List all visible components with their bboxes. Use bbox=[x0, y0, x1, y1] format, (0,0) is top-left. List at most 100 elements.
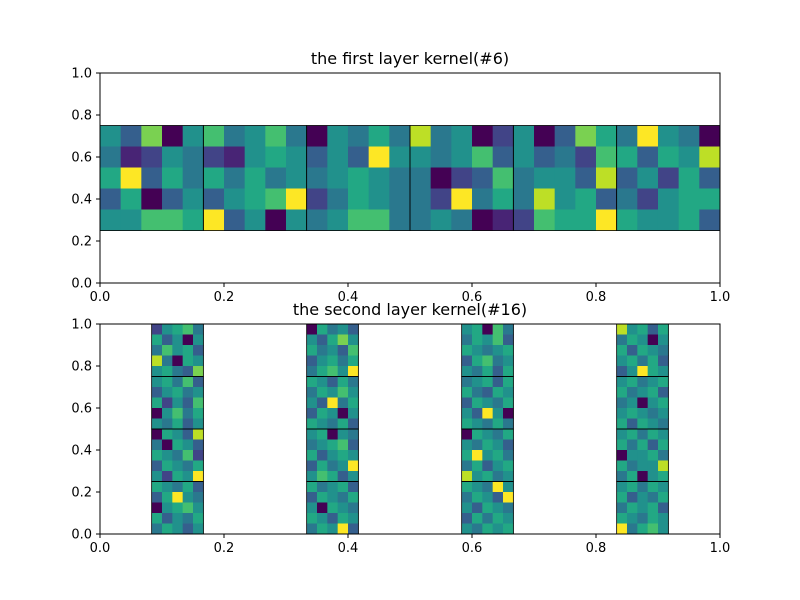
heatmap-cell bbox=[503, 418, 514, 430]
heatmap-cell bbox=[193, 418, 204, 430]
heatmap-cell bbox=[647, 418, 659, 430]
heatmap-cell bbox=[172, 450, 184, 461]
heatmap-cell bbox=[637, 492, 649, 503]
heatmap-cell bbox=[151, 450, 163, 461]
heatmap-cell bbox=[657, 209, 680, 231]
heatmap-cell bbox=[647, 460, 659, 472]
heatmap-cell bbox=[492, 439, 504, 451]
heatmap-cell bbox=[182, 460, 194, 472]
heatmap-cell bbox=[410, 146, 432, 168]
heatmap-cell bbox=[616, 481, 628, 493]
heatmap-cell bbox=[616, 450, 628, 461]
heatmap-cell bbox=[492, 418, 504, 430]
heatmap-cell bbox=[306, 492, 318, 503]
heatmap-cell bbox=[471, 366, 483, 377]
heatmap-cell bbox=[575, 188, 597, 210]
heatmap-cell bbox=[337, 471, 349, 482]
heatmap-cell bbox=[368, 167, 390, 189]
heatmap-cell bbox=[492, 429, 504, 440]
heatmap-cell bbox=[368, 188, 390, 210]
heatmap-cell bbox=[348, 460, 359, 472]
heatmap-cell bbox=[658, 439, 669, 451]
x-tick-label: 0.6 bbox=[462, 290, 483, 305]
heatmap-cell bbox=[161, 513, 173, 524]
heatmap-cell bbox=[647, 397, 659, 409]
heatmap-cell bbox=[161, 418, 173, 430]
heatmap-cell bbox=[172, 324, 184, 335]
heatmap-cell bbox=[637, 471, 649, 482]
heatmap-cell bbox=[337, 366, 349, 377]
heatmap-cell bbox=[503, 481, 514, 493]
heatmap-cell bbox=[626, 492, 638, 503]
heatmap-cell bbox=[461, 460, 473, 472]
heatmap-cell bbox=[482, 471, 494, 482]
heatmap-cell bbox=[482, 523, 494, 535]
heatmap-cell bbox=[658, 513, 669, 524]
heatmap-cell bbox=[182, 450, 194, 461]
heatmap-cell bbox=[172, 355, 184, 367]
heatmap-cell bbox=[151, 324, 163, 335]
heatmap-cell bbox=[182, 345, 194, 356]
heatmap-cell bbox=[430, 188, 452, 210]
heatmap-cell bbox=[647, 471, 659, 482]
heatmap-cell bbox=[203, 188, 225, 210]
heatmap-cell bbox=[554, 125, 576, 147]
x-tick-label: 0.4 bbox=[338, 541, 359, 556]
heatmap-cell bbox=[120, 146, 142, 168]
heatmap-cell bbox=[471, 345, 483, 356]
heatmap-cell bbox=[327, 460, 339, 472]
heatmap-cell bbox=[161, 450, 173, 461]
heatmap-cell bbox=[503, 450, 514, 461]
heatmap-cell bbox=[193, 387, 204, 398]
heatmap-cell bbox=[451, 209, 473, 231]
heatmap-cell bbox=[172, 397, 184, 409]
heatmap-cell bbox=[285, 188, 308, 210]
heatmap-cell bbox=[327, 209, 349, 231]
heatmap-cell bbox=[492, 513, 504, 524]
heatmap-cell bbox=[327, 334, 339, 346]
heatmap-cell bbox=[161, 471, 173, 482]
heatmap-cell bbox=[658, 460, 669, 472]
heatmap-cell bbox=[503, 513, 514, 524]
heatmap-cell bbox=[616, 345, 628, 356]
heatmap-cell bbox=[161, 523, 173, 535]
heatmap-cell bbox=[461, 366, 473, 377]
heatmap-cell bbox=[410, 188, 432, 210]
heatmap-cell bbox=[348, 439, 359, 451]
heatmap-cell bbox=[327, 324, 339, 335]
heatmap-cell bbox=[224, 209, 246, 231]
heatmap-cell bbox=[151, 397, 163, 409]
heatmap-cell bbox=[151, 376, 163, 388]
plot-frame bbox=[99, 323, 721, 535]
heatmap-cell bbox=[161, 429, 173, 440]
heatmap-cell bbox=[327, 523, 339, 535]
heatmap-cell bbox=[316, 471, 328, 482]
heatmap-cell bbox=[482, 450, 494, 461]
heatmap-cell bbox=[616, 397, 628, 409]
heatmap-cell bbox=[100, 167, 122, 189]
heatmap-cell bbox=[151, 429, 163, 440]
heatmap-cell bbox=[471, 450, 483, 461]
heatmap-cell bbox=[616, 188, 638, 210]
heatmap-cell bbox=[327, 345, 339, 356]
heatmap-cell bbox=[482, 355, 494, 367]
heatmap-cell bbox=[348, 471, 359, 482]
heatmap-cell bbox=[172, 523, 184, 535]
heatmap-cell bbox=[348, 376, 359, 388]
heatmap-cell bbox=[513, 167, 535, 189]
heatmap-cell bbox=[626, 397, 638, 409]
heatmap-cell bbox=[306, 334, 318, 346]
heatmap-cell bbox=[348, 450, 359, 461]
heatmap-cell bbox=[285, 146, 308, 168]
heatmap-cell bbox=[100, 146, 122, 168]
heatmap-cell bbox=[482, 492, 494, 503]
heatmap-cell bbox=[337, 345, 349, 356]
heatmap-cell bbox=[316, 345, 328, 356]
heatmap-cell bbox=[348, 513, 359, 524]
heatmap-cell bbox=[410, 167, 432, 189]
heatmap-cell bbox=[182, 167, 204, 189]
heatmap-cell bbox=[337, 523, 349, 535]
heatmap-cell bbox=[482, 481, 494, 493]
heatmap-cell bbox=[678, 167, 700, 189]
heatmap-cell bbox=[337, 429, 349, 440]
